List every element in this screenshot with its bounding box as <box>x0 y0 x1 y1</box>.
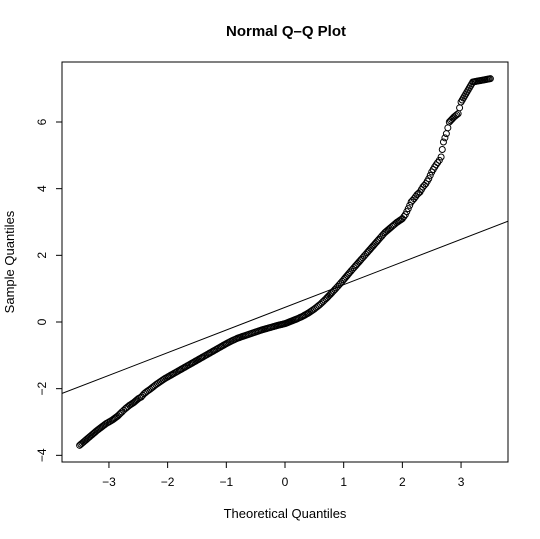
data-point <box>444 124 452 132</box>
data-point <box>324 292 332 300</box>
data-point <box>453 111 461 119</box>
y-tick-label: −2 <box>35 382 49 396</box>
x-tick-label: −2 <box>161 475 175 489</box>
data-point <box>425 175 433 183</box>
x-axis: −3 −2 −1 0 1 2 3 <box>102 462 465 489</box>
data-point <box>323 293 331 301</box>
data-point <box>420 181 428 189</box>
data-point <box>438 146 446 153</box>
data-point <box>400 213 408 221</box>
y-axis-label: Sample Quantiles <box>2 210 17 313</box>
data-point <box>326 291 334 299</box>
data-point <box>322 295 330 303</box>
x-tick-label: 2 <box>399 475 406 489</box>
chart-title: Normal Q–Q Plot <box>226 23 346 40</box>
y-tick-label: −4 <box>35 448 49 462</box>
x-tick-label: −3 <box>102 475 116 489</box>
y-tick-label: 6 <box>35 118 49 125</box>
y-tick-label: 2 <box>35 252 49 259</box>
reference-line <box>62 220 508 394</box>
x-axis-label: Theoretical Quantiles <box>224 506 347 521</box>
data-point <box>456 104 464 112</box>
x-tick-label: −1 <box>219 475 233 489</box>
x-tick-label: 0 <box>282 475 289 489</box>
data-point <box>439 138 447 146</box>
y-axis: −4 −2 0 2 4 6 <box>35 118 62 462</box>
data-point <box>404 205 412 213</box>
data-points <box>76 75 494 449</box>
data-point <box>437 153 445 161</box>
x-tick-label: 3 <box>458 475 465 489</box>
y-tick-label: 0 <box>35 318 49 325</box>
data-point <box>426 171 434 179</box>
y-tick-label: 4 <box>35 185 49 192</box>
data-point <box>406 201 414 209</box>
data-point <box>441 134 449 142</box>
data-point <box>486 75 494 83</box>
data-point <box>435 156 443 164</box>
x-tick-label: 1 <box>340 475 347 489</box>
